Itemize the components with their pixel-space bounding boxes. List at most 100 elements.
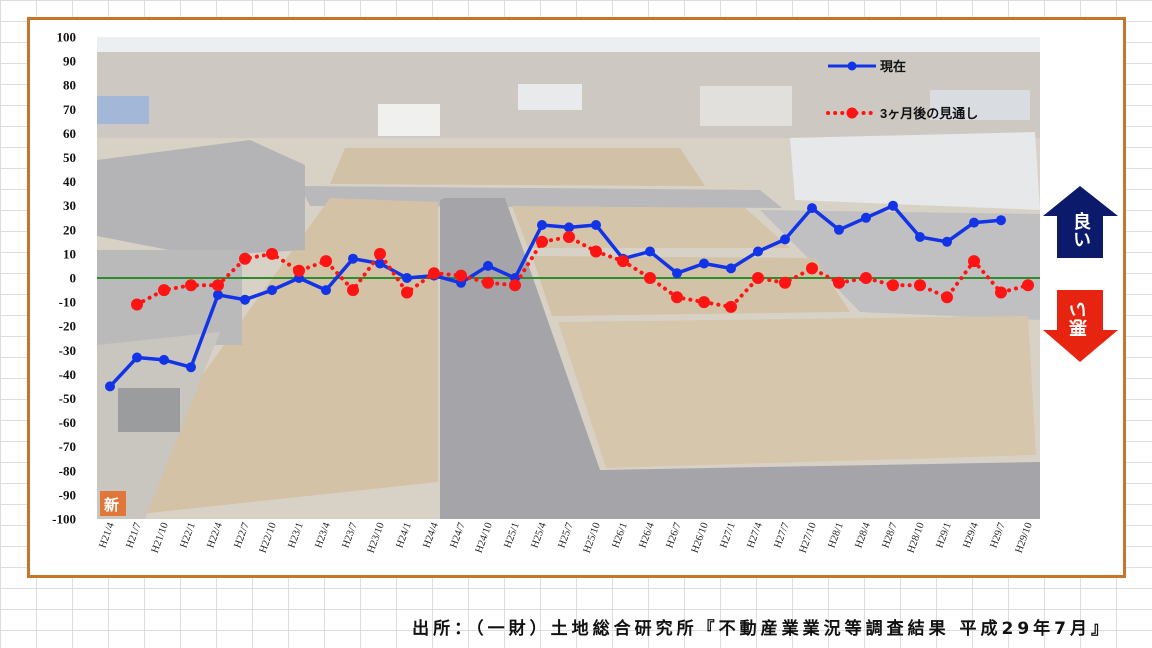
- current-conditions-point: [132, 352, 142, 363]
- current-conditions-point: [375, 258, 385, 269]
- bad-indicator-label: 悪い: [1069, 301, 1090, 337]
- current-conditions-line: [108, 203, 1003, 389]
- three-month-outlook-point: [806, 262, 818, 275]
- current-conditions-point: [591, 220, 601, 230]
- y-tick-label: 90: [63, 54, 76, 69]
- current-conditions-point: [699, 258, 709, 269]
- photo-badge: [100, 491, 126, 516]
- three-month-outlook-point: [320, 255, 332, 268]
- y-tick-label: -90: [59, 487, 76, 502]
- three-month-outlook-point: [590, 245, 602, 258]
- y-tick-label: 80: [63, 78, 76, 93]
- three-month-outlook-point: [185, 279, 197, 292]
- photo-building-left: [97, 140, 305, 256]
- legend-outlook-label: 3ヶ月後の見通し: [880, 106, 978, 121]
- y-tick-label: -20: [59, 319, 76, 334]
- three-month-outlook-point: [887, 279, 899, 292]
- x-tick-label: H25/1: [503, 521, 522, 549]
- current-conditions-point: [186, 362, 196, 373]
- source-caption: 出所：（一財）土地総合研究所『不動産業業況等調査結果 平成29年7月』: [412, 619, 1112, 639]
- x-tick-label: H29/7: [989, 521, 1008, 549]
- current-conditions-point: [213, 289, 223, 300]
- three-month-outlook-point: [563, 231, 575, 243]
- x-tick-label: H29/10: [1014, 521, 1035, 554]
- three-month-outlook-point: [914, 279, 926, 292]
- three-month-outlook-point: [158, 284, 170, 297]
- three-month-outlook-point: [536, 235, 548, 248]
- current-conditions-point: [834, 224, 844, 235]
- three-month-outlook-point: [644, 272, 656, 284]
- x-tick-label: H23/4: [314, 521, 334, 550]
- x-tick-label: H29/1: [935, 521, 954, 549]
- three-month-outlook-point: [968, 255, 980, 268]
- y-tick-label: 60: [63, 126, 76, 141]
- x-tick-label: H24/10: [474, 521, 495, 554]
- x-tick-label: H24/7: [449, 521, 468, 549]
- x-tick-label: H22/1: [179, 521, 198, 549]
- three-month-outlook-point: [401, 286, 413, 299]
- current-conditions-point: [321, 285, 331, 296]
- current-conditions-point: [672, 268, 682, 279]
- legend: 現在 3ヶ月後の見通し: [826, 59, 978, 121]
- x-tick-label: H29/4: [962, 521, 982, 550]
- x-tick-label: H27/10: [798, 521, 819, 554]
- y-tick-label: 40: [63, 174, 76, 189]
- up-arrow-shaft: [1057, 215, 1103, 258]
- y-tick-label: -40: [59, 367, 76, 382]
- bad-arrow: [1043, 290, 1118, 362]
- x-tick-label: H26/4: [638, 521, 658, 550]
- three-month-outlook-series: [131, 231, 1034, 313]
- three-month-outlook-point: [671, 291, 683, 304]
- three-month-outlook-point: [482, 276, 494, 289]
- three-month-outlook-point: [428, 267, 440, 280]
- photo-utility-box: [118, 388, 180, 432]
- current-conditions-point: [645, 246, 655, 257]
- current-conditions-point: [240, 294, 250, 305]
- current-conditions-point: [726, 263, 736, 274]
- three-month-outlook-point: [131, 298, 143, 311]
- x-tick-label: H25/10: [582, 521, 603, 554]
- current-conditions-point: [969, 217, 979, 228]
- x-tick-label: H21/7: [125, 521, 144, 549]
- legend-current-marker: [847, 61, 857, 71]
- x-tick-label: H22/10: [258, 521, 279, 554]
- x-tick-label: H26/10: [690, 521, 711, 554]
- y-tick-label: 100: [57, 30, 77, 45]
- x-tick-label: H23/10: [366, 521, 387, 554]
- current-conditions-point: [537, 220, 547, 230]
- photo-house: [518, 84, 582, 110]
- background-photo: 新: [97, 37, 1040, 519]
- x-tick-label: H27/1: [719, 521, 738, 549]
- x-tick-label: H28/7: [881, 521, 900, 549]
- x-axis-labels: H21/4 H21/7 H21/10 H22/1 H22/4 H22/7 H22/10 H23…: [98, 521, 1035, 555]
- three-month-outlook-point: [239, 252, 251, 265]
- current-conditions-point: [159, 354, 169, 365]
- current-conditions-point: [564, 222, 574, 233]
- y-tick-label: -70: [59, 439, 76, 454]
- photo-house: [700, 86, 792, 126]
- x-tick-label: H28/4: [854, 521, 874, 550]
- current-conditions-point: [483, 260, 493, 271]
- y-tick-label: -100: [52, 512, 76, 527]
- x-tick-label: H23/1: [287, 521, 306, 549]
- x-tick-label: H21/4: [98, 521, 118, 550]
- good-arrow: [1043, 186, 1118, 258]
- three-month-outlook-point: [374, 247, 386, 260]
- photo-lot-right-large: [558, 316, 1036, 468]
- three-month-outlook-point: [941, 291, 953, 304]
- three-month-outlook-point: [455, 269, 467, 282]
- three-month-outlook-point: [509, 279, 521, 292]
- photo-right-street: [760, 210, 1040, 320]
- x-tick-label: H22/4: [206, 521, 226, 550]
- three-month-outlook-point: [212, 279, 224, 292]
- current-conditions-point: [753, 246, 763, 257]
- x-tick-label: H27/7: [773, 521, 792, 549]
- three-month-outlook-line: [135, 235, 1030, 309]
- three-month-outlook-point: [725, 300, 737, 313]
- x-tick-label: H28/1: [827, 521, 846, 549]
- x-tick-label: H25/4: [530, 521, 550, 550]
- y-tick-label: 10: [63, 246, 76, 261]
- x-tick-label: H25/7: [557, 521, 576, 549]
- photo-house: [378, 104, 440, 136]
